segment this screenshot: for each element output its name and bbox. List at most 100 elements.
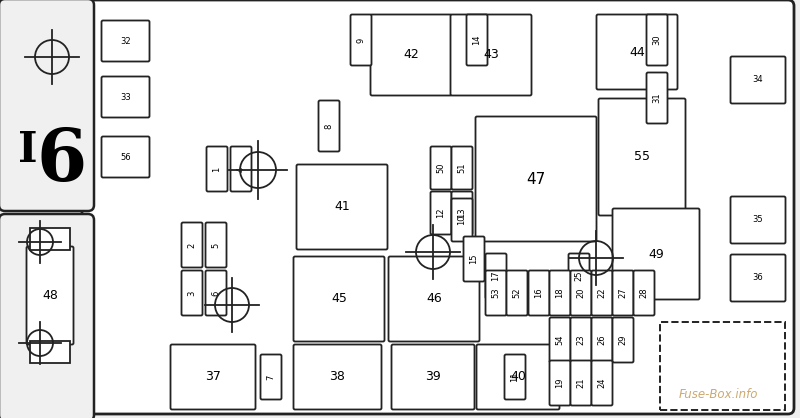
FancyBboxPatch shape [591,360,613,405]
Text: 26: 26 [598,335,606,345]
FancyBboxPatch shape [486,253,506,298]
FancyBboxPatch shape [370,15,451,95]
FancyBboxPatch shape [550,270,570,316]
Text: 49: 49 [648,247,664,260]
Text: 22: 22 [598,288,606,298]
Text: 15: 15 [470,254,478,264]
FancyBboxPatch shape [350,15,371,66]
Text: 30: 30 [653,35,662,45]
FancyBboxPatch shape [0,214,94,418]
Text: I: I [18,129,38,171]
FancyBboxPatch shape [206,270,226,316]
FancyBboxPatch shape [102,76,150,117]
Text: 56: 56 [120,153,131,161]
FancyBboxPatch shape [570,270,591,316]
Text: 17: 17 [491,271,501,281]
FancyBboxPatch shape [569,253,590,298]
FancyBboxPatch shape [591,270,613,316]
Text: 46: 46 [426,293,442,306]
FancyBboxPatch shape [486,270,506,316]
Text: 5: 5 [211,242,221,247]
FancyBboxPatch shape [26,247,74,344]
Text: 7: 7 [266,374,275,380]
Text: 42: 42 [403,48,419,61]
FancyBboxPatch shape [730,196,786,244]
Text: 52: 52 [513,288,522,298]
Text: 23: 23 [577,335,586,345]
FancyBboxPatch shape [206,146,227,191]
Text: 34: 34 [753,76,763,84]
Text: 28: 28 [639,288,649,298]
FancyBboxPatch shape [550,360,570,405]
FancyBboxPatch shape [451,191,473,234]
Text: 11: 11 [510,372,519,382]
FancyBboxPatch shape [646,15,667,66]
Text: 6: 6 [37,125,87,196]
FancyBboxPatch shape [506,270,527,316]
FancyBboxPatch shape [730,255,786,301]
FancyBboxPatch shape [598,99,686,216]
Text: 40: 40 [510,370,526,383]
FancyBboxPatch shape [297,165,387,250]
FancyBboxPatch shape [529,270,550,316]
FancyBboxPatch shape [102,20,150,61]
FancyBboxPatch shape [391,344,474,410]
FancyBboxPatch shape [82,0,794,414]
FancyBboxPatch shape [0,0,94,211]
Text: 54: 54 [555,335,565,345]
FancyBboxPatch shape [451,146,473,189]
FancyBboxPatch shape [102,137,150,178]
Text: 6: 6 [211,291,221,296]
FancyBboxPatch shape [550,318,570,362]
Text: 1: 1 [213,166,222,172]
FancyBboxPatch shape [430,191,451,234]
FancyBboxPatch shape [294,344,382,410]
FancyBboxPatch shape [230,146,251,191]
FancyBboxPatch shape [597,15,678,89]
FancyBboxPatch shape [318,100,339,151]
Text: 53: 53 [491,288,501,298]
Text: 51: 51 [458,163,466,173]
Text: 45: 45 [331,293,347,306]
Text: 31: 31 [653,93,662,103]
FancyBboxPatch shape [182,270,202,316]
Text: 2: 2 [187,242,197,247]
Text: 38: 38 [330,370,346,383]
FancyBboxPatch shape [450,15,531,95]
FancyBboxPatch shape [591,318,613,362]
FancyBboxPatch shape [475,117,597,242]
Text: 4: 4 [237,166,246,172]
FancyBboxPatch shape [261,354,282,400]
FancyBboxPatch shape [389,257,479,342]
Text: Fuse-Box.info: Fuse-Box.info [678,388,758,402]
Text: 19: 19 [555,378,565,388]
Text: 12: 12 [437,208,446,218]
FancyBboxPatch shape [613,270,634,316]
Text: 39: 39 [425,370,441,383]
Text: 20: 20 [577,288,586,298]
Text: 48: 48 [42,289,58,302]
Text: 27: 27 [618,288,627,298]
FancyBboxPatch shape [170,344,255,410]
Bar [660,322,785,410]
FancyBboxPatch shape [730,56,786,104]
Text: 29: 29 [618,335,627,345]
FancyBboxPatch shape [570,318,591,362]
FancyBboxPatch shape [206,222,226,268]
FancyBboxPatch shape [477,344,559,410]
FancyBboxPatch shape [570,360,591,405]
Text: 33: 33 [120,92,131,102]
FancyBboxPatch shape [646,72,667,123]
Text: 3: 3 [187,291,197,296]
Text: 43: 43 [483,48,499,61]
FancyBboxPatch shape [613,209,699,300]
Text: 36: 36 [753,273,763,283]
Text: 13: 13 [458,208,466,218]
Text: 25: 25 [574,271,583,281]
FancyBboxPatch shape [505,354,526,400]
FancyBboxPatch shape [613,318,634,362]
Text: 32: 32 [120,36,131,46]
FancyBboxPatch shape [451,199,473,242]
FancyBboxPatch shape [430,146,451,189]
Text: 21: 21 [577,378,586,388]
